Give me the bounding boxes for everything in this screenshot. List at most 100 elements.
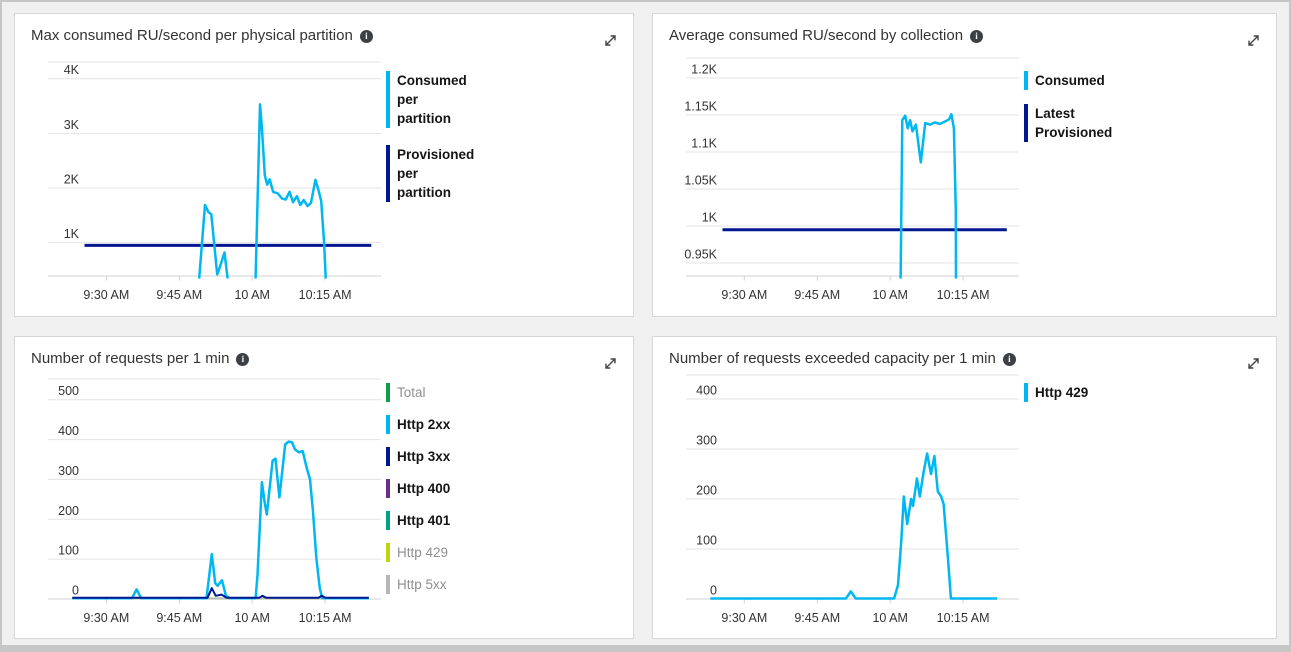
series-line-http-2xx — [72, 440, 369, 600]
legend-item-total[interactable]: Total — [386, 383, 450, 402]
y-axis-label: 100 — [696, 534, 717, 548]
legend-label: Http 429 — [1035, 385, 1089, 400]
x-axis-label: 9:45 AM — [156, 611, 202, 625]
expand-chart-button[interactable] — [1245, 32, 1262, 49]
chart-title-text: Max consumed RU/second per physical part… — [31, 27, 353, 44]
x-axis-label: 9:45 AM — [794, 288, 840, 302]
expand-icon — [1248, 35, 1259, 46]
legend-swatch — [386, 479, 390, 498]
y-axis-label: 1.2K — [691, 62, 717, 76]
y-axis-label: 400 — [58, 424, 79, 438]
legend-label: Provisioned per partition — [397, 147, 475, 200]
y-axis-label: 400 — [696, 384, 717, 398]
chart-card-requests-exceeded-capacity: Number of requests exceeded capacity per… — [652, 336, 1277, 639]
chart-title-text: Number of requests exceeded capacity per… — [669, 350, 996, 367]
info-icon[interactable]: i — [236, 352, 250, 366]
legend-swatch — [386, 145, 390, 202]
chart-plot: 4K 3K 2K 1K 9:30 AM 9:45 AM 10 AM 10:15 AM — [48, 61, 381, 302]
legend-swatch — [1024, 104, 1028, 142]
y-axis-label: 100 — [58, 544, 79, 558]
legend-label: Http 3xx — [397, 449, 451, 464]
y-axis-label: 2K — [64, 173, 80, 187]
chart-title-text: Number of requests per 1 min — [31, 350, 230, 367]
legend-item-http-401[interactable]: Http 401 — [386, 511, 450, 530]
expand-icon — [605, 35, 616, 46]
x-axis-label: 10 AM — [872, 288, 907, 302]
x-axis-label: 9:45 AM — [156, 288, 202, 302]
y-axis-label: 300 — [58, 464, 79, 478]
legend-swatch — [386, 71, 390, 128]
chart-title: Average consumed RU/second by collection… — [669, 27, 984, 44]
legend-swatch — [386, 575, 390, 594]
legend-label: Latest Provisioned — [1035, 106, 1113, 140]
expand-icon — [1248, 358, 1259, 369]
chart-title-text: Average consumed RU/second by collection — [669, 27, 964, 44]
legend-item-http-2xx[interactable]: Http 2xx — [386, 415, 450, 434]
expand-chart-button[interactable] — [1245, 355, 1262, 372]
legend-label: Http 2xx — [397, 417, 451, 432]
legend-swatch — [1024, 71, 1028, 90]
x-axis-label: 9:30 AM — [83, 288, 129, 302]
legend-swatch — [386, 383, 390, 402]
y-axis-label: 1K — [702, 211, 718, 225]
legend-item-http-3xx[interactable]: Http 3xx — [386, 447, 450, 466]
legend-swatch — [386, 415, 390, 434]
chart-title: Number of requests per 1 min i — [31, 350, 250, 367]
x-axis-label: 10 AM — [234, 611, 269, 625]
y-axis-label: 1.1K — [691, 137, 717, 151]
legend-swatch — [1024, 383, 1028, 402]
legend-label: Consumed — [1035, 73, 1105, 88]
y-axis-label: 200 — [58, 504, 79, 518]
info-icon[interactable]: i — [970, 29, 984, 43]
x-axis-label: 10 AM — [234, 288, 269, 302]
chart-card-max-consumed-ru: Max consumed RU/second per physical part… — [14, 13, 634, 317]
info-icon[interactable]: i — [1002, 352, 1016, 366]
y-axis-label: 1K — [64, 227, 80, 241]
y-axis-label: 4K — [64, 63, 80, 77]
series-line-consumed-per-partition — [197, 103, 327, 279]
y-axis-label: 500 — [58, 384, 79, 398]
chart-plot: 500 400 300 200 100 0 9:30 AM 9:45 AM 10 AM 10:15… — [48, 378, 381, 625]
y-axis-label: 0.95K — [684, 248, 717, 262]
series-line-http-3xx — [72, 587, 369, 599]
legend-item-consumed-per-partition[interactable]: Consumed per partition — [386, 71, 474, 128]
legend-item-http-429[interactable]: Http 429 — [1024, 383, 1088, 402]
legend-item-latest-provisioned[interactable]: Latest Provisioned — [1024, 104, 1112, 142]
chart-card-average-consumed-ru: Average consumed RU/second by collection… — [652, 13, 1277, 317]
legend-item-consumed[interactable]: Consumed — [1024, 71, 1112, 90]
x-axis-label: 9:30 AM — [721, 288, 767, 302]
y-axis-label: 0 — [72, 584, 79, 598]
x-axis-label: 10:15 AM — [299, 288, 352, 302]
x-axis-label: 10:15 AM — [937, 288, 990, 302]
y-axis-label: 3K — [64, 118, 80, 132]
series-line-http-429 — [710, 452, 998, 600]
legend-item-provisioned-per-partition[interactable]: Provisioned per partition — [386, 145, 474, 202]
info-icon[interactable]: i — [359, 29, 373, 43]
legend-swatch — [386, 511, 390, 530]
legend-item-http-400[interactable]: Http 400 — [386, 479, 450, 498]
y-axis-label: 0 — [710, 584, 717, 598]
x-axis-label: 9:30 AM — [83, 611, 129, 625]
legend-item-http-429[interactable]: Http 429 — [386, 543, 450, 562]
legend-label: Total — [397, 385, 426, 400]
x-axis-label: 10:15 AM — [299, 611, 352, 625]
chart-plot: 1.2K 1.15K 1.1K 1.05K 1K 0.95K 9:30 AM 9:45 AM 1… — [684, 57, 1019, 302]
chart-plot: 400 300 200 100 0 9:30 AM 9:45 AM 10 AM 10:15 AM — [686, 374, 1019, 625]
y-axis-label: 1.05K — [684, 174, 717, 188]
legend-label: Http 5xx — [397, 577, 447, 592]
legend-swatch — [386, 543, 390, 562]
series-line-consumed — [899, 113, 958, 279]
expand-chart-button[interactable] — [602, 32, 619, 49]
legend-label: Http 400 — [397, 481, 451, 496]
expand-chart-button[interactable] — [602, 355, 619, 372]
x-axis-label: 9:30 AM — [721, 611, 767, 625]
legend-item-http-5xx[interactable]: Http 5xx — [386, 575, 450, 594]
chart-title: Max consumed RU/second per physical part… — [31, 27, 373, 44]
x-axis-label: 10:15 AM — [937, 611, 990, 625]
x-axis-label: 9:45 AM — [794, 611, 840, 625]
chart-title: Number of requests exceeded capacity per… — [669, 350, 1016, 367]
chart-legend: Http 429 — [1024, 383, 1088, 415]
legend-label: Http 401 — [397, 513, 451, 528]
legend-label: Http 429 — [397, 545, 449, 560]
